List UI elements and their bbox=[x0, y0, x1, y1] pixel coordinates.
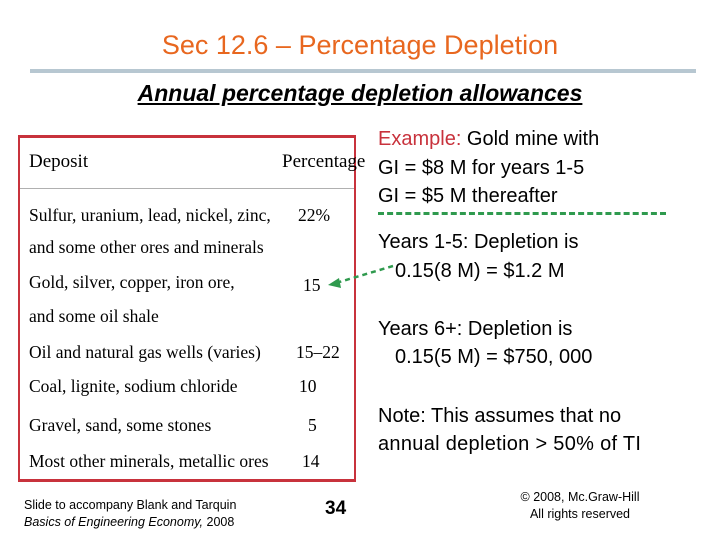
example-line-1: Example: Gold mine with bbox=[378, 128, 599, 151]
row-deposit-cont: and some other ores and minerals bbox=[29, 237, 264, 257]
example-line-3: GI = $5 M thereafter bbox=[378, 185, 558, 207]
row-deposit: Sulfur, uranium, lead, nickel, zinc, bbox=[29, 205, 271, 225]
copyright-line-1: © 2008, Mc.Graw-Hill bbox=[520, 490, 640, 504]
book-year: 2008 bbox=[203, 515, 235, 529]
header-percentage: Percentage bbox=[282, 151, 366, 172]
row-deposit: Oil and natural gas wells (varies) bbox=[29, 342, 261, 362]
row-percentage: 15–22 bbox=[296, 342, 340, 362]
copyright-line-2: All rights reserved bbox=[529, 507, 631, 521]
example-label: Example: bbox=[378, 128, 462, 150]
header-deposit: Deposit bbox=[29, 151, 89, 172]
note-line-1: Note: This assumes that no bbox=[378, 405, 622, 427]
title-divider bbox=[30, 69, 696, 73]
row-percentage: 22% bbox=[298, 205, 331, 225]
depletion-table: Deposit Percentage Sulfur, uranium, lead… bbox=[18, 135, 365, 482]
slide-subtitle: Annual percentage depletion allowances bbox=[137, 80, 583, 106]
example-text: Gold mine with bbox=[461, 128, 600, 150]
row-deposit: Gravel, sand, some stones bbox=[29, 415, 212, 435]
row-deposit: Coal, lignite, sodium chloride bbox=[29, 376, 238, 396]
book-title: Basics of Engineering Economy, bbox=[24, 515, 204, 529]
row-percentage: 14 bbox=[302, 451, 320, 471]
note-line-2: annual depletion > 50% of TI bbox=[378, 433, 642, 455]
calc1-line-2: 0.15(8 M) = $1.2 M bbox=[395, 260, 565, 282]
row-deposit-cont: and some oil shale bbox=[29, 306, 159, 326]
row-deposit: Most other minerals, metallic ores bbox=[29, 451, 269, 471]
footer-copyright: © 2008, Mc.Graw-Hill All rights reserved bbox=[500, 489, 660, 523]
page-number: 34 bbox=[325, 498, 347, 519]
row-deposit: Gold, silver, copper, iron ore, bbox=[29, 272, 235, 292]
row-percentage: 10 bbox=[299, 376, 317, 396]
example-line-2: GI = $8 M for years 1-5 bbox=[378, 157, 585, 179]
footer-citation-line-1: Slide to accompany Blank and Tarquin bbox=[24, 498, 237, 512]
dashed-divider bbox=[378, 212, 666, 215]
calc2-line-1: Years 6+: Depletion is bbox=[378, 318, 573, 340]
calc1-line-1: Years 1-5: Depletion is bbox=[378, 231, 579, 253]
footer-citation: Slide to accompany Blank and Tarquin Bas… bbox=[24, 497, 236, 531]
row-percentage: 5 bbox=[308, 415, 317, 435]
calc2-line-2: 0.15(5 M) = $750, 000 bbox=[395, 346, 593, 368]
row-percentage: 15 bbox=[303, 275, 321, 295]
slide-title: Sec 12.6 – Percentage Depletion bbox=[161, 30, 559, 60]
footer-citation-line-2: Basics of Engineering Economy, 2008 bbox=[24, 514, 236, 531]
table-header: Deposit Percentage bbox=[20, 138, 365, 189]
